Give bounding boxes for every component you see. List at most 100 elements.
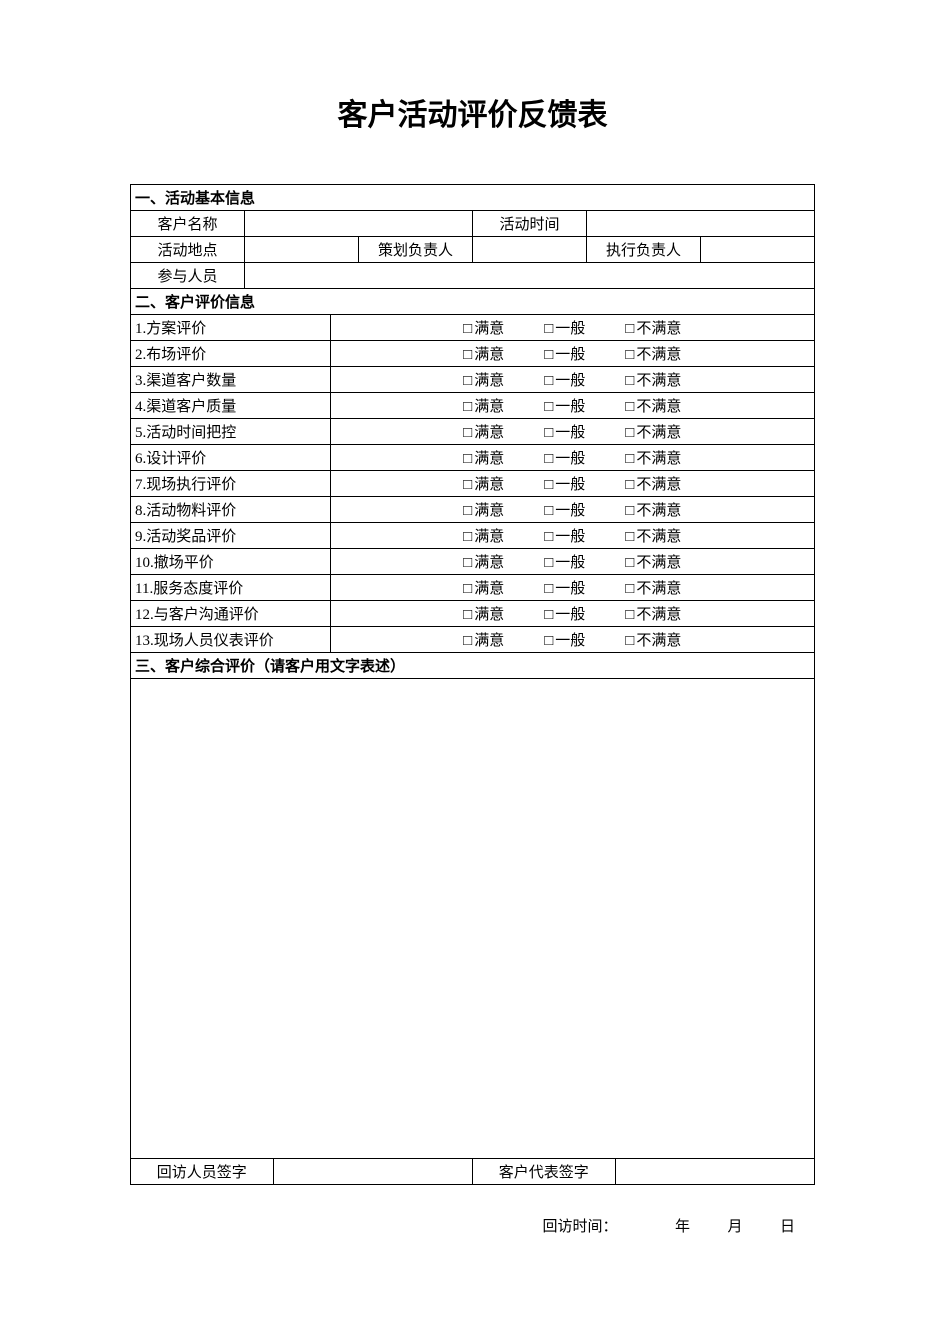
eval-item-label: 5.活动时间把控	[131, 419, 331, 445]
checkbox-icon: □	[625, 451, 634, 468]
option-unsatisfied[interactable]: □不满意	[625, 499, 681, 520]
option-label: 不满意	[636, 347, 681, 363]
eval-item-label: 10.撤场平价	[131, 549, 331, 575]
option-average[interactable]: □一般	[544, 447, 585, 468]
checkbox-icon: □	[625, 607, 634, 624]
checkbox-icon: □	[544, 347, 553, 364]
option-label: 满意	[474, 555, 504, 571]
eval-item-options: □满意 □一般 □不满意	[330, 419, 815, 445]
option-unsatisfied[interactable]: □不满意	[625, 317, 681, 338]
participants-label: 参与人员	[131, 263, 245, 289]
option-label: 一般	[555, 451, 585, 467]
eval-item-label: 1.方案评价	[131, 315, 331, 341]
option-average[interactable]: □一般	[544, 629, 585, 650]
checkbox-icon: □	[625, 503, 634, 520]
option-unsatisfied[interactable]: □不满意	[625, 473, 681, 494]
activity-time-field[interactable]	[587, 211, 815, 237]
exec-leader-field[interactable]	[701, 237, 815, 263]
checkbox-icon: □	[463, 373, 472, 390]
option-satisfied[interactable]: □满意	[463, 395, 504, 416]
option-unsatisfied[interactable]: □不满意	[625, 629, 681, 650]
checkbox-icon: □	[625, 555, 634, 572]
option-label: 满意	[474, 399, 504, 415]
option-satisfied[interactable]: □满意	[463, 473, 504, 494]
checkbox-icon: □	[463, 477, 472, 494]
eval-item-options: □满意 □一般 □不满意	[330, 315, 815, 341]
option-label: 满意	[474, 633, 504, 649]
option-label: 一般	[555, 321, 585, 337]
option-label: 满意	[474, 581, 504, 597]
eval-item-label: 6.设计评价	[131, 445, 331, 471]
option-average[interactable]: □一般	[544, 551, 585, 572]
eval-item-options: □满意□一般□不满意	[330, 627, 815, 653]
option-unsatisfied[interactable]: □不满意	[625, 577, 681, 598]
eval-item-options: □满意□一般□不满意	[330, 393, 815, 419]
eval-item-options: □满意 □一般 □不满意	[330, 523, 815, 549]
checkbox-icon: □	[544, 373, 553, 390]
eval-item-label: 7.现场执行评价	[131, 471, 331, 497]
option-unsatisfied[interactable]: □不满意	[625, 421, 681, 442]
option-average[interactable]: □一般	[544, 369, 585, 390]
eval-item-options: □满意 □一般 □不满意	[330, 367, 815, 393]
option-label: 不满意	[636, 607, 681, 623]
option-average[interactable]: □一般	[544, 343, 585, 364]
checkbox-icon: □	[463, 529, 472, 546]
option-average[interactable]: □一般	[544, 421, 585, 442]
option-satisfied[interactable]: □满意	[463, 447, 504, 468]
option-average[interactable]: □一般	[544, 577, 585, 598]
option-average[interactable]: □一般	[544, 473, 585, 494]
option-unsatisfied[interactable]: □不满意	[625, 551, 681, 572]
customer-rep-sign-field[interactable]	[615, 1159, 815, 1185]
checkbox-icon: □	[463, 607, 472, 624]
checkbox-icon: □	[544, 633, 553, 650]
option-average[interactable]: □一般	[544, 525, 585, 546]
option-label: 满意	[474, 321, 504, 337]
checkbox-icon: □	[544, 581, 553, 598]
option-satisfied[interactable]: □满意	[463, 577, 504, 598]
eval-item-label: 8.活动物料评价	[131, 497, 331, 523]
checkbox-icon: □	[463, 555, 472, 572]
comment-field[interactable]	[131, 679, 815, 1159]
option-unsatisfied[interactable]: □不满意	[625, 525, 681, 546]
eval-item-label: 9.活动奖品评价	[131, 523, 331, 549]
option-average[interactable]: □一般	[544, 317, 585, 338]
option-average[interactable]: □一般	[544, 603, 585, 624]
eval-item-label: 4.渠道客户质量	[131, 393, 331, 419]
interviewer-sign-field[interactable]	[273, 1159, 473, 1185]
eval-item-options: □满意 □一般 □不满意	[330, 471, 815, 497]
option-unsatisfied[interactable]: □不满意	[625, 369, 681, 390]
plan-leader-label: 策划负责人	[359, 237, 473, 263]
customer-name-field[interactable]	[245, 211, 473, 237]
customer-name-label: 客户名称	[131, 211, 245, 237]
option-satisfied[interactable]: □满意	[463, 369, 504, 390]
option-satisfied[interactable]: □满意	[463, 317, 504, 338]
option-satisfied[interactable]: □满意	[463, 603, 504, 624]
eval-item-options: □满意□一般□不满意	[330, 445, 815, 471]
option-satisfied[interactable]: □满意	[463, 525, 504, 546]
option-label: 一般	[555, 347, 585, 363]
option-satisfied[interactable]: □满意	[463, 551, 504, 572]
option-satisfied[interactable]: □满意	[463, 629, 504, 650]
visit-time-line: 回访时间： 年 月 日	[130, 1215, 815, 1236]
eval-item-options: □满意 □一般 □不满意	[330, 497, 815, 523]
option-average[interactable]: □一般	[544, 395, 585, 416]
checkbox-icon: □	[544, 399, 553, 416]
activity-place-field[interactable]	[245, 237, 359, 263]
option-unsatisfied[interactable]: □不满意	[625, 395, 681, 416]
option-label: 不满意	[636, 425, 681, 441]
eval-item-options: □满意□一般□不满意	[330, 341, 815, 367]
option-unsatisfied[interactable]: □不满意	[625, 343, 681, 364]
participants-field[interactable]	[245, 263, 815, 289]
option-satisfied[interactable]: □满意	[463, 421, 504, 442]
eval-item-label: 11.服务态度评价	[131, 575, 331, 601]
option-unsatisfied[interactable]: □不满意	[625, 447, 681, 468]
option-average[interactable]: □一般	[544, 499, 585, 520]
option-unsatisfied[interactable]: □不满意	[625, 603, 681, 624]
option-label: 满意	[474, 425, 504, 441]
option-satisfied[interactable]: □满意	[463, 499, 504, 520]
option-satisfied[interactable]: □满意	[463, 343, 504, 364]
checkbox-icon: □	[544, 503, 553, 520]
option-label: 不满意	[636, 633, 681, 649]
plan-leader-field[interactable]	[473, 237, 587, 263]
checkbox-icon: □	[463, 633, 472, 650]
